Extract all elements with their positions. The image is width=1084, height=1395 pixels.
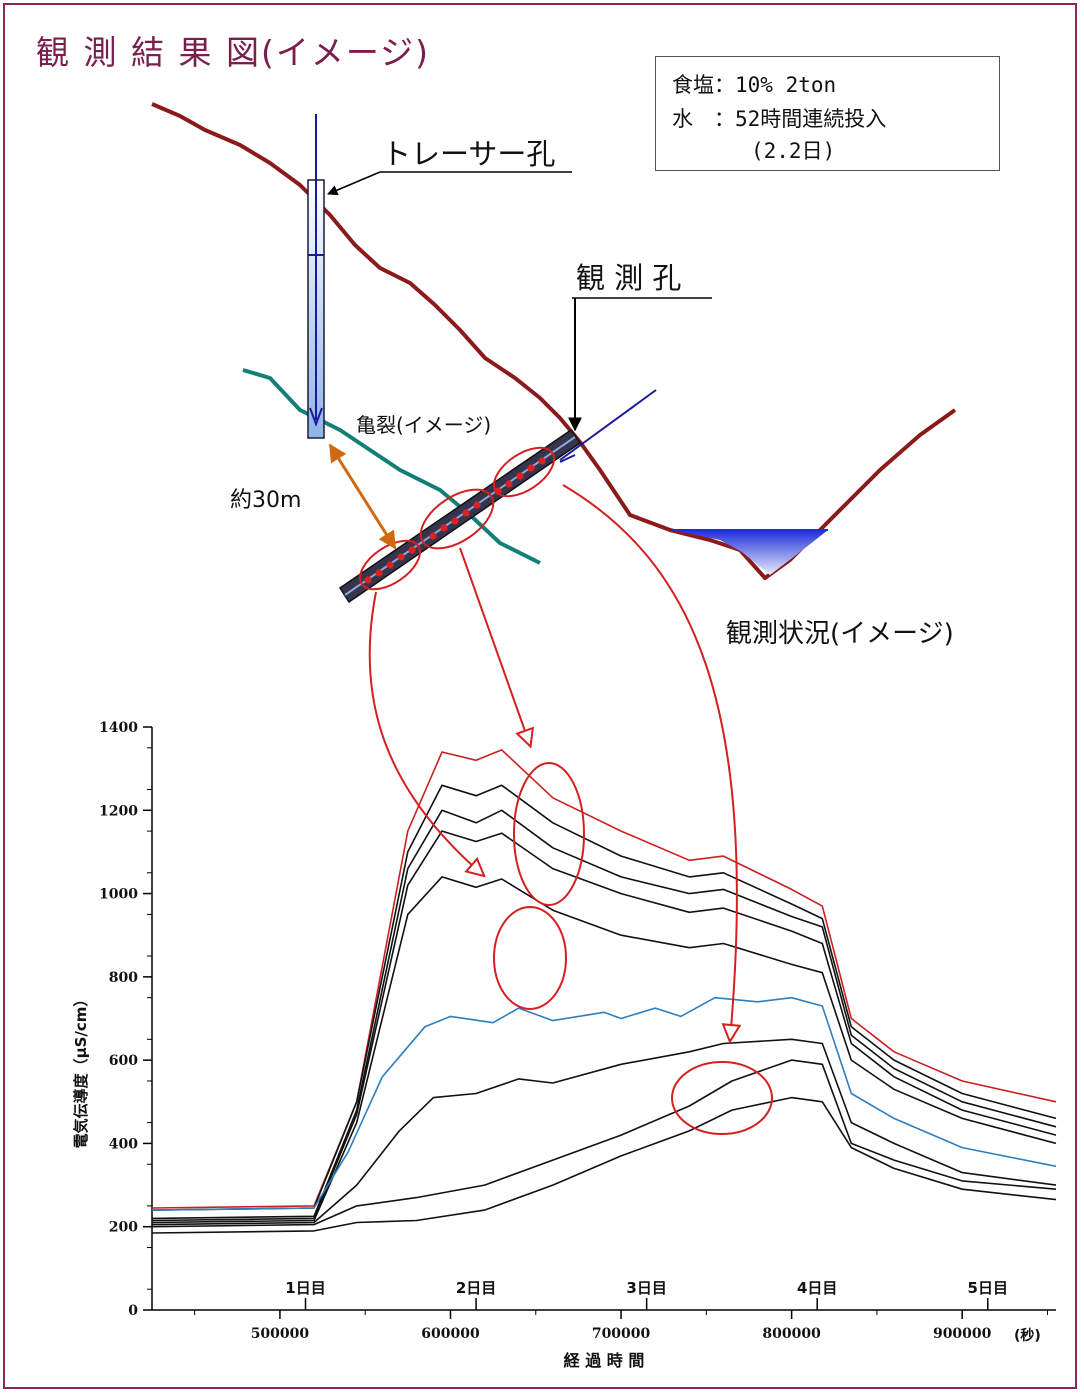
figure-frame (3, 3, 1077, 1389)
x-tick-label: 700000 (592, 1326, 651, 1342)
day-label: 1日目 (285, 1279, 325, 1297)
conductivity-chart: 0 200 400 600 800 1000 1200 1400 500000 600000 700… (72, 720, 1057, 1370)
series-line-4 (151, 830, 1057, 1222)
info-days-line: (2.2日) (751, 139, 836, 163)
section-ellipse-upper (493, 446, 555, 498)
series-line-9 (151, 1096, 1057, 1234)
y-tick-label: 1400 (99, 720, 138, 736)
series-line-8 (151, 1059, 1057, 1228)
y-tick-label: 200 (109, 1220, 138, 1236)
day-label: 4日目 (797, 1279, 837, 1297)
y-tick-label: 1200 (99, 803, 138, 819)
x-tick-label: 900000 (933, 1326, 992, 1342)
series-line-7 (151, 1038, 1057, 1226)
section-ellipse-lower (359, 539, 421, 591)
chart-labels: 電気伝導度（μS/cm） 経 過 時 間 (秒) (72, 992, 1041, 1370)
crack-label: 亀裂(イメージ) (356, 413, 491, 437)
chart-axes: 0 200 400 600 800 1000 1200 1400 500000 600000 700… (99, 720, 1056, 1342)
distance-arrow (328, 443, 397, 550)
y-tick-label: 600 (109, 1053, 138, 1069)
y-tick-label: 400 (109, 1136, 138, 1152)
y-tick-label: 1000 (99, 887, 138, 903)
day-label: 3日目 (626, 1279, 666, 1297)
distance-label: 約30m (230, 488, 301, 513)
page-title: 観 測 結 果 図(イメージ) (36, 33, 431, 72)
series-line-1 (151, 749, 1057, 1209)
x-tick-label: 800000 (762, 1326, 821, 1342)
series-line-6 (151, 996, 1057, 1211)
y-tick-label: 800 (109, 970, 138, 986)
observation-diagram: トレーサー孔 観 測 孔 約30m 亀裂(イメージ) 観測状況(イメージ) (151, 102, 957, 649)
x-axis-label: 経 過 時 間 (564, 1351, 645, 1370)
y-tick-label: 0 (128, 1303, 138, 1319)
crack-line (242, 368, 541, 565)
info-salt-line: 食塩：10% 2ton (672, 73, 837, 97)
y-axis-label: 電気伝導度（μS/cm） (72, 992, 90, 1149)
day-label: 5日目 (968, 1279, 1008, 1297)
day-label: 2日目 (456, 1279, 496, 1297)
info-water-line: 水 ：52時間連続投入 (672, 107, 887, 131)
observation-hole-label: 観 測 孔 (576, 261, 681, 295)
info-box: 食塩：10% 2ton 水 ：52時間連続投入 (2.2日) (655, 56, 1000, 171)
chart-series (151, 749, 1057, 1234)
tracer-hole-label: トレーサー孔 (382, 137, 555, 171)
x-tick-label: 600000 (421, 1326, 480, 1342)
series-line-2 (151, 784, 1057, 1211)
section-ellipse-middle (419, 488, 495, 550)
x-tick-label: 500000 (251, 1326, 310, 1342)
situation-label: 観測状況(イメージ) (726, 619, 954, 649)
series-line-5 (151, 876, 1057, 1224)
sensor-dots (364, 457, 546, 584)
x-axis-unit: (秒) (1014, 1327, 1041, 1344)
river-water (672, 530, 828, 575)
series-line-3 (151, 809, 1057, 1220)
